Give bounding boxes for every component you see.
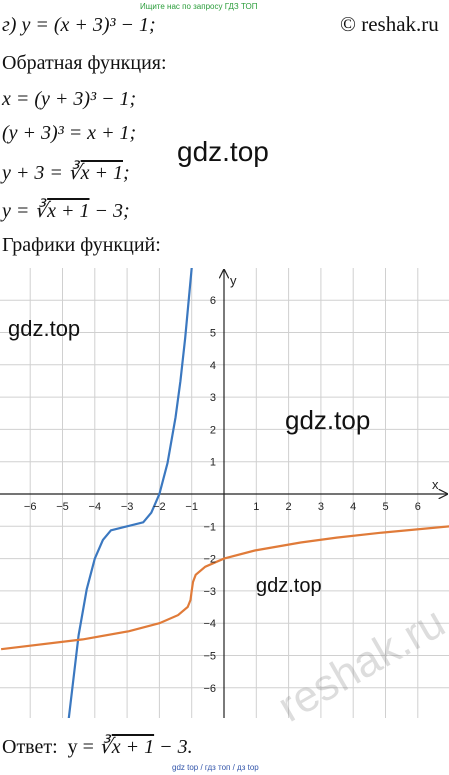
text-line: Обратная функция: bbox=[2, 52, 167, 74]
y-tick-label: −2 bbox=[203, 554, 216, 566]
x-tick-label: 6 bbox=[415, 501, 421, 513]
watermark: gdz.top bbox=[285, 405, 371, 435]
y-tick-label: 6 bbox=[210, 295, 216, 307]
answer: Ответ: y = ∛x + 1 − 3. bbox=[2, 734, 193, 759]
x-tick-label: −1 bbox=[185, 501, 198, 513]
math-line: y + 3 = ∛x + 1; bbox=[2, 160, 130, 185]
x-tick-label: −3 bbox=[121, 501, 134, 513]
y-axis-label: y bbox=[230, 273, 237, 288]
math-part: y + 3 = bbox=[2, 162, 68, 184]
x-tick-label: −2 bbox=[153, 501, 166, 513]
inverse-curve bbox=[0, 525, 449, 651]
radicand: x + 1 bbox=[47, 200, 90, 222]
math-part: y = bbox=[2, 200, 35, 222]
y-tick-label: −3 bbox=[203, 586, 216, 598]
math-part: Ответ: y = bbox=[2, 736, 99, 758]
watermark: gdz.top bbox=[256, 575, 322, 597]
radicand: x + 1 bbox=[111, 736, 155, 758]
footer-links[interactable]: gdz top / гдз топ / дз top bbox=[172, 763, 259, 772]
root-sign: ∛ bbox=[34, 200, 48, 222]
y-tick-label: 5 bbox=[210, 328, 216, 340]
y-tick-label: −5 bbox=[203, 651, 216, 663]
x-tick-label: 3 bbox=[318, 501, 324, 513]
watermark: gdz.top bbox=[177, 136, 269, 167]
math-line: (y + 3)³ = x + 1; bbox=[2, 122, 137, 144]
y-tick-label: 4 bbox=[210, 360, 216, 372]
x-tick-label: 4 bbox=[350, 501, 356, 513]
math-line: x = (y + 3)³ − 1; bbox=[2, 88, 137, 110]
math-line: y = ∛x + 1 − 3; bbox=[2, 198, 130, 223]
x-tick-label: −6 bbox=[24, 501, 37, 513]
y-tick-label: 3 bbox=[210, 392, 216, 404]
search-note[interactable]: Ищите нас по запросу ГДЗ ТОП bbox=[140, 2, 258, 11]
y-tick-label: −6 bbox=[203, 683, 216, 695]
x-tick-label: 5 bbox=[382, 501, 388, 513]
root-sign: ∛ bbox=[67, 162, 81, 184]
root-sign: ∛ bbox=[98, 736, 112, 758]
math-part: ; bbox=[123, 162, 130, 184]
watermark: gdz.top bbox=[8, 316, 81, 341]
site-name: © reshak.ru bbox=[340, 12, 439, 36]
radicand: x + 1 bbox=[80, 162, 123, 184]
x-tick-label: 1 bbox=[253, 501, 259, 513]
text-line: Графики функций: bbox=[2, 234, 161, 256]
math-part: − 3; bbox=[89, 200, 130, 222]
y-tick-label: 2 bbox=[210, 424, 216, 436]
x-tick-label: −5 bbox=[56, 501, 69, 513]
x-tick-label: 2 bbox=[286, 501, 292, 513]
function-curve bbox=[67, 268, 193, 718]
y-tick-label: −1 bbox=[203, 521, 216, 533]
x-axis-label: x bbox=[432, 477, 439, 492]
math-part: − 3. bbox=[154, 736, 193, 758]
math-line: г) y = (x + 3)³ − 1; bbox=[2, 14, 156, 36]
y-tick-label: 1 bbox=[210, 457, 216, 469]
y-tick-label: −4 bbox=[203, 618, 216, 630]
x-tick-label: −4 bbox=[89, 501, 102, 513]
